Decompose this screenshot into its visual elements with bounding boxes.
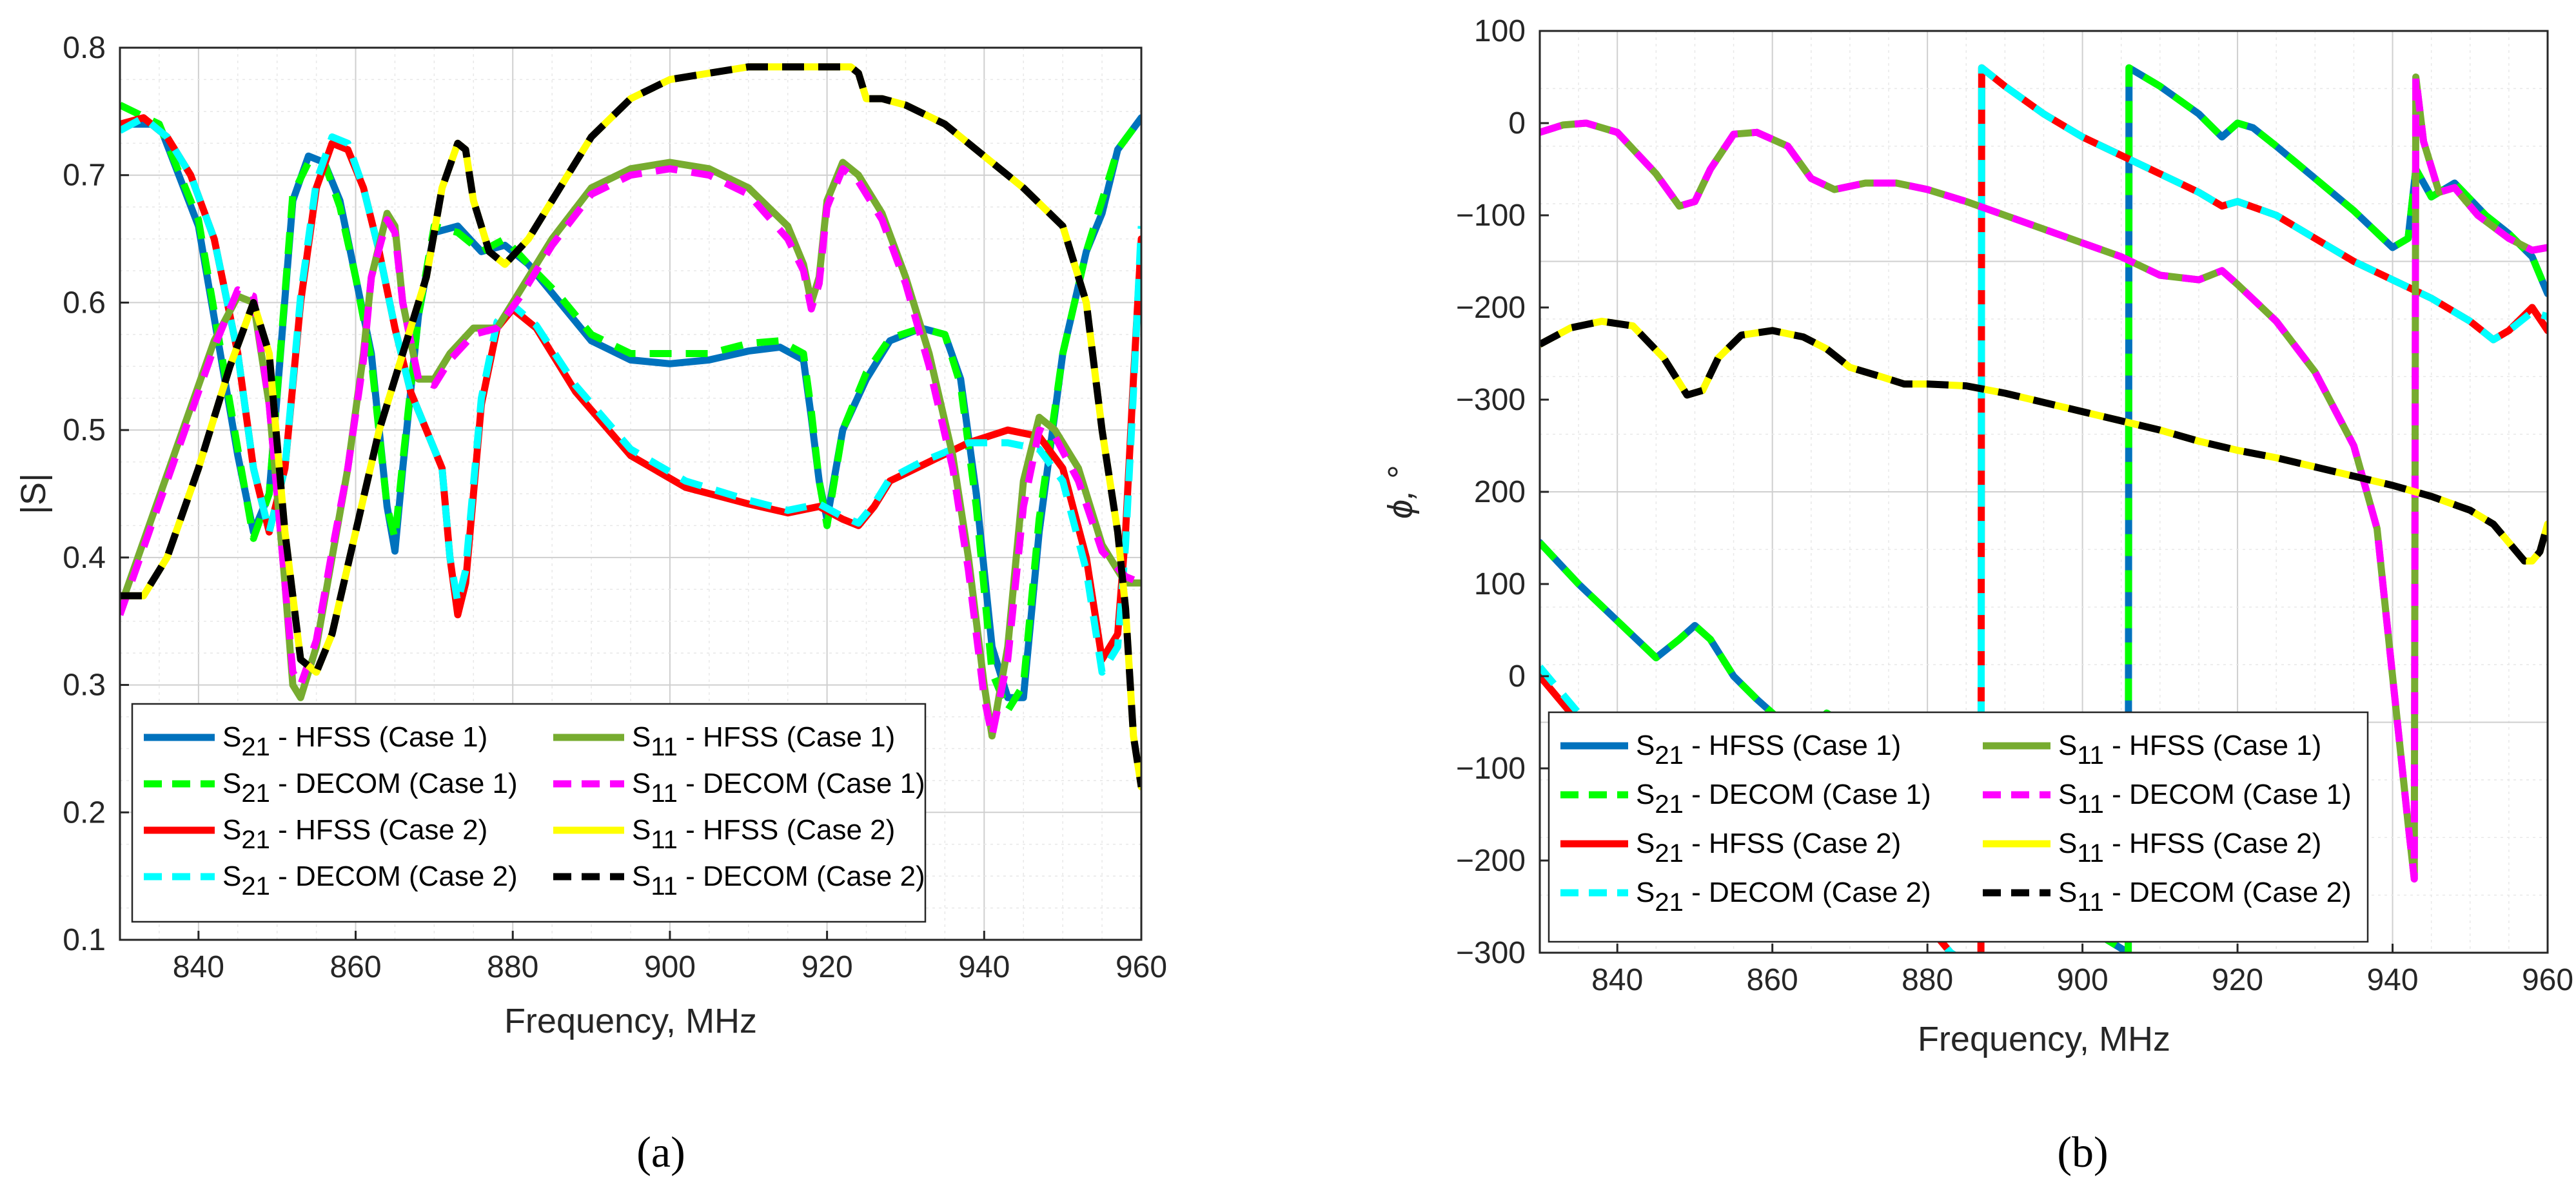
panel-b: 840 860 880 900 920 940 960 100 0 −100 −200 −300 20… xyxy=(1381,14,2573,1176)
y-tick-label: 0.2 xyxy=(63,795,106,830)
axes-box-a xyxy=(119,46,1143,941)
y-tick-label: 0.4 xyxy=(63,541,106,575)
y-tick-label: −300 xyxy=(1456,936,1526,970)
x-tick-label: 880 xyxy=(487,950,538,984)
x-tick-label: 840 xyxy=(173,950,224,984)
legend-label-b-s11-hfss-c1: S11 - HFSS (Case 1) xyxy=(2058,730,2321,770)
legend-a: S21 - HFSS (Case 1) S21 - DECOM (Case 1) S… xyxy=(131,703,927,923)
x-tick-label: 940 xyxy=(2366,963,2418,997)
legend-label-a-s21-hfss-c1: S21 - HFSS (Case 1) xyxy=(222,721,487,761)
legend-b: S21 - HFSS (Case 1) S21 - DECOM (Case 1) S… xyxy=(1548,711,2369,943)
series-line-b-s11-decom-c1 xyxy=(1540,73,2548,883)
x-axis-label-b: Frequency, MHz xyxy=(1918,1020,2170,1058)
x-tick-label: 840 xyxy=(1591,963,1643,997)
legend-box xyxy=(131,703,927,923)
legend-label-a-s11-hfss-c2: S11 - HFSS (Case 2) xyxy=(632,814,895,854)
y-tick-label: 0.7 xyxy=(63,159,106,193)
legend-label-a-s11-decom-c2: S11 - DECOM (Case 2) xyxy=(632,861,925,901)
y-tick-label: −200 xyxy=(1456,844,1526,878)
panel-label-b: (b) xyxy=(2057,1127,2108,1176)
y-axis-label-a: |S| xyxy=(14,473,53,514)
y-tick-label: −300 xyxy=(1456,383,1526,417)
y-ticks-b: 100 0 −100 −200 −300 200 100 0 −100 −200 −300 xyxy=(1456,14,1549,970)
x-tick-label: 880 xyxy=(1902,963,1953,997)
y-tick-label: 0.3 xyxy=(63,668,106,703)
x-tick-label: 900 xyxy=(644,950,696,984)
panel-label-a: (a) xyxy=(636,1127,685,1176)
legend-label-a-s11-decom-c1: S11 - DECOM (Case 1) xyxy=(632,768,925,808)
panel-a: 840 860 880 900 920 940 960 0.1 0.2 0.3 0.4 0.5 0.6… xyxy=(14,31,1167,1176)
y-tick-label: −200 xyxy=(1456,291,1526,325)
y-tick-label: 0 xyxy=(1508,106,1526,141)
y-tick-label: 0.5 xyxy=(63,413,106,447)
legend-label-b-s21-decom-c2: S21 - DECOM (Case 2) xyxy=(1636,877,1931,917)
legend-label-b-s11-decom-c2: S11 - DECOM (Case 2) xyxy=(2058,877,2352,917)
y-tick-label: 100 xyxy=(1474,14,1526,48)
x-tick-label: 960 xyxy=(1116,950,1167,984)
y-tick-label: −100 xyxy=(1456,752,1526,786)
y-tick-label: 0.6 xyxy=(63,286,106,320)
legend-label-a-s11-hfss-c1: S11 - HFSS (Case 1) xyxy=(632,721,895,761)
y-ticks-a: 0.1 0.2 0.3 0.4 0.5 0.6 0.7 0.8 xyxy=(63,31,129,957)
legend-label-b-s11-decom-c1: S11 - DECOM (Case 1) xyxy=(2058,779,2352,819)
legend-label-a-s21-decom-c1: S21 - DECOM (Case 1) xyxy=(222,768,518,808)
series-group-a xyxy=(120,63,1141,791)
x-tick-label: 960 xyxy=(2522,963,2573,997)
series-line-a-s11-decom-c2 xyxy=(120,63,1141,788)
x-tick-label: 920 xyxy=(2212,963,2263,997)
legend-label-b-s21-decom-c1: S21 - DECOM (Case 1) xyxy=(1636,779,1931,819)
y-tick-label: 100 xyxy=(1474,567,1526,601)
y-tick-label: −100 xyxy=(1456,199,1526,233)
legend-label-b-s21-hfss-c1: S21 - HFSS (Case 1) xyxy=(1636,730,1901,770)
x-tick-label: 860 xyxy=(1747,963,1798,997)
x-axis-label-a: Frequency, MHz xyxy=(504,1002,757,1040)
legend-label-b-s21-hfss-c2: S21 - HFSS (Case 2) xyxy=(1636,828,1901,868)
y-tick-label: 0.1 xyxy=(63,923,106,957)
series-line-b-s11-decom-c2 xyxy=(1540,317,2548,565)
legend-label-a-s21-hfss-c2: S21 - HFSS (Case 2) xyxy=(222,814,487,854)
x-ticks-b: 840 860 880 900 920 940 960 xyxy=(1591,944,2573,997)
legend-label-a-s21-decom-c2: S21 - DECOM (Case 2) xyxy=(222,861,518,901)
y-tick-label: 0 xyxy=(1508,659,1526,694)
legend-label-b-s11-hfss-c2: S11 - HFSS (Case 2) xyxy=(2058,828,2321,868)
series-line-b-s21-decom-c1 xyxy=(1540,64,2548,953)
legend-box xyxy=(1548,711,2369,943)
y-tick-label: 200 xyxy=(1474,475,1526,509)
y-axis-label-b: ϕ, ° xyxy=(1381,466,1420,519)
x-tick-label: 920 xyxy=(801,950,853,984)
series-line-a-s11-decom-c1 xyxy=(120,165,1141,740)
x-tick-label: 940 xyxy=(958,950,1010,984)
x-tick-label: 860 xyxy=(329,950,381,984)
y-tick-label: 0.8 xyxy=(63,31,106,65)
x-ticks-a: 840 860 880 900 920 940 960 xyxy=(173,931,1167,984)
x-tick-label: 900 xyxy=(2057,963,2109,997)
